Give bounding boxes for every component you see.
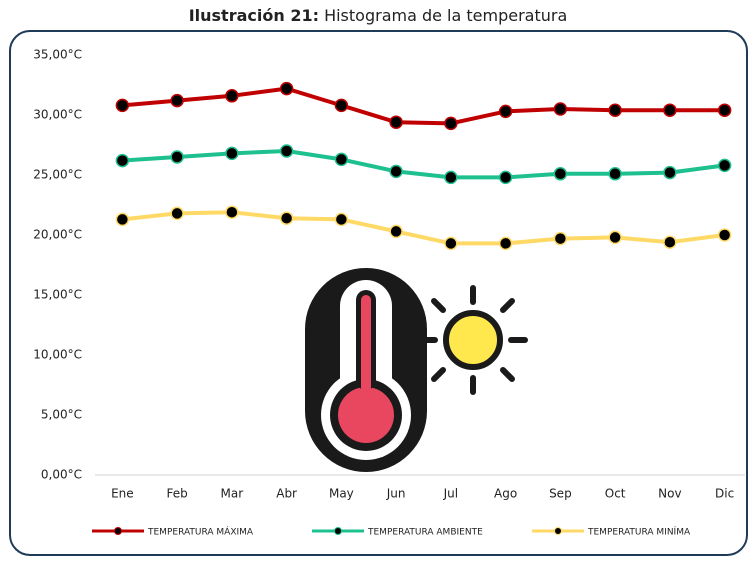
series-line (122, 151, 724, 177)
y-tick-label: 30,00°C (33, 108, 82, 122)
data-point (445, 117, 457, 129)
y-tick-label: 15,00°C (33, 288, 82, 302)
x-tick-label: Ene (111, 487, 134, 501)
legend-label: TEMPERATURA AMBIENTE (367, 528, 483, 538)
caption-label: Ilustración 21: (189, 6, 319, 25)
data-point (171, 95, 183, 107)
series-line (122, 89, 724, 124)
chart-caption: Ilustración 21: Histograma de la tempera… (189, 6, 568, 25)
data-point (116, 213, 128, 225)
sun-disc (446, 313, 500, 367)
icon-mercury (361, 295, 371, 395)
data-point (719, 104, 731, 116)
chart-title: Histograma de la temperatura (324, 6, 567, 25)
series-line (122, 212, 724, 243)
data-point (609, 104, 621, 116)
data-point (500, 171, 512, 183)
legend-label: TEMPERATURA MINÍMA (587, 526, 691, 538)
data-point (116, 155, 128, 167)
x-tick-label: Nov (658, 487, 681, 501)
data-point (664, 104, 676, 116)
data-point (390, 116, 402, 128)
data-point (554, 233, 566, 245)
data-point (335, 99, 347, 111)
y-tick-label: 25,00°C (33, 168, 82, 182)
data-point (281, 145, 293, 157)
data-point (171, 207, 183, 219)
y-tick-label: 10,00°C (33, 348, 82, 362)
y-tick-label: 5,00°C (41, 408, 82, 422)
y-tick-label: 0,00°C (41, 468, 82, 482)
x-tick-label: Sep (549, 487, 572, 501)
data-point (281, 83, 293, 95)
chart: Ilustración 21: Histograma de la tempera… (0, 0, 756, 562)
x-tick-label: Ago (494, 487, 517, 501)
data-point (116, 99, 128, 111)
data-point (554, 168, 566, 180)
data-point (390, 225, 402, 237)
sun-ray (503, 370, 512, 379)
thermometer-icon (305, 268, 427, 472)
data-point (500, 105, 512, 117)
y-tick-label: 35,00°C (33, 48, 82, 62)
data-point (226, 90, 238, 102)
x-tick-label: Abr (276, 487, 297, 501)
data-point (609, 168, 621, 180)
data-point (719, 159, 731, 171)
data-point (664, 236, 676, 248)
page: {"chart_data": {"type": "line", "caption… (0, 0, 756, 562)
data-point (226, 147, 238, 159)
data-point (281, 212, 293, 224)
x-tick-label: Dic (715, 487, 734, 501)
y-tick-label: 20,00°C (33, 228, 82, 242)
data-point (719, 229, 731, 241)
sun-icon (421, 288, 525, 392)
data-point (226, 206, 238, 218)
sun-ray (503, 301, 512, 310)
x-tick-label: Jun (386, 487, 406, 501)
data-point (445, 171, 457, 183)
icon-bulb (338, 387, 394, 443)
x-tick-label: Mar (221, 487, 244, 501)
x-tick-label: Feb (167, 487, 188, 501)
data-point (500, 237, 512, 249)
data-point (609, 231, 621, 243)
sun-ray (434, 301, 443, 310)
legend-label: TEMPERATURA MÁXIMA (147, 526, 254, 538)
data-point (390, 165, 402, 177)
data-point (171, 151, 183, 163)
data-point (664, 167, 676, 179)
x-tick-label: Jul (443, 487, 458, 501)
data-point (335, 153, 347, 165)
x-tick-label: Oct (605, 487, 626, 501)
x-tick-label: May (329, 487, 354, 501)
legend-marker (115, 528, 122, 535)
legend-marker (335, 528, 342, 535)
data-point (335, 213, 347, 225)
data-point (554, 103, 566, 115)
legend-marker (555, 528, 562, 535)
data-point (445, 237, 457, 249)
sun-ray (434, 370, 443, 379)
